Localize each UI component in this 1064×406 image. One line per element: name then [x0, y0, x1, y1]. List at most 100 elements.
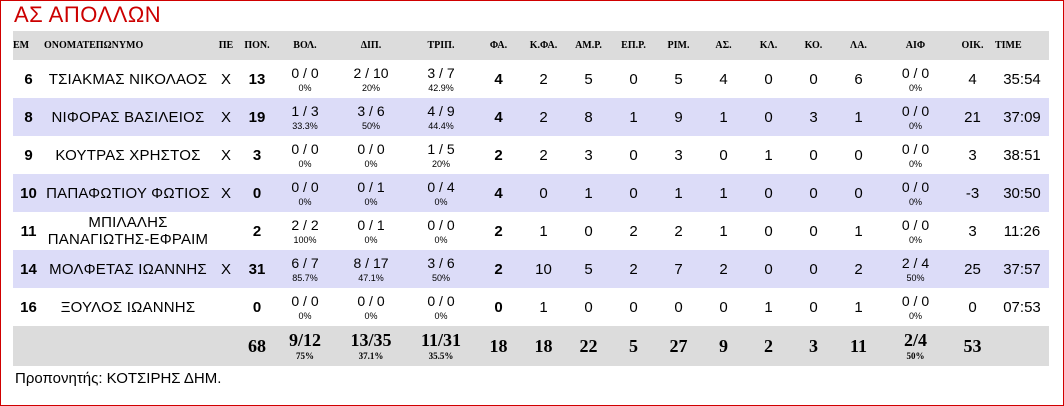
three-pointers-made-attempted: 0 / 0: [427, 292, 455, 309]
assists: 1: [701, 212, 746, 250]
player-row[interactable]: 16 ΞΟΥΛΟΣ ΙΩΑΝΝΗΣ 0 0 / 0 0% 0 / 0 0% 0 / 0 0% 0 1…: [13, 288, 1049, 326]
fouls-drawn: 1: [521, 212, 566, 250]
aif: 0 / 0 0%: [881, 60, 950, 98]
aif-made-attempted: 2 / 4: [901, 254, 930, 271]
two-pointers-percentage: 0%: [364, 196, 378, 207]
column-header[interactable]: ΑΙΦ: [881, 31, 950, 60]
player-number: 6: [13, 60, 44, 98]
column-header[interactable]: ΤΡΙΠ.: [406, 31, 476, 60]
rebounds: 1: [656, 174, 701, 212]
rebounds: 0: [656, 288, 701, 326]
free-throws: 0 / 0 0%: [274, 288, 336, 326]
efficiency: 0: [950, 288, 995, 326]
column-header[interactable]: ΕΠ.Ρ.: [611, 31, 656, 60]
column-header[interactable]: ΠΕ: [212, 31, 240, 60]
player-number: 16: [13, 288, 44, 326]
defensive-rebounds: 0: [566, 288, 611, 326]
aif-percentage: 50%: [906, 272, 925, 283]
column-header[interactable]: ΟΝΟΜΑΤΕΠΩΝΥΜΟ: [44, 31, 212, 60]
aif: 0 / 0 0%: [881, 288, 950, 326]
efficiency: 25: [950, 250, 995, 288]
player-row[interactable]: 9 ΚΟΥΤΡΑΣ ΧΡΗΣΤΟΣ X 3 0 / 0 0% 0 / 0 0% 1 / 5 20%…: [13, 136, 1049, 174]
blocks: 0: [791, 250, 836, 288]
three-pointers: 3 / 6 50%: [406, 250, 476, 288]
two-pointers-made-attempted: 3 / 6: [357, 102, 385, 119]
turnovers: 2: [836, 250, 881, 288]
column-header[interactable]: ΡΙΜ.: [656, 31, 701, 60]
turnovers: 1: [836, 98, 881, 136]
player-row[interactable]: 8 ΝΙΦΟΡΑΣ ΒΑΣΙΛΕΙΟΣ X 19 1 / 3 33.3% 3 / 6 50% 4…: [13, 98, 1049, 136]
total-two-pointers-percentage: 37.1%: [358, 350, 384, 361]
column-header[interactable]: ΛΑ.: [836, 31, 881, 60]
total-three-pointers: 11/31 35.5%: [406, 326, 476, 366]
player-number: 14: [13, 250, 44, 288]
three-pointers: 0 / 4 0%: [406, 174, 476, 212]
player-number: 9: [13, 136, 44, 174]
free-throws: 0 / 0 0%: [274, 136, 336, 174]
two-pointers-made-attempted: 0 / 1: [357, 216, 385, 233]
column-header[interactable]: ΕΜ: [13, 31, 44, 60]
total-three-pointers-made-attempted: 11/31: [420, 329, 461, 350]
player-name: ΚΟΥΤΡΑΣ ΧΡΗΣΤΟΣ: [44, 136, 212, 174]
free-throws: 0 / 0 0%: [274, 60, 336, 98]
efficiency: 21: [950, 98, 995, 136]
offensive-rebounds: 0: [611, 136, 656, 174]
player-row[interactable]: 14 ΜΟΛΦΕΤΑΣ ΙΩΑΝΝΗΣ X 31 6 / 7 85.7% 8 / 17 47.…: [13, 250, 1049, 288]
column-header[interactable]: ΚΛ.: [746, 31, 791, 60]
assists: 4: [701, 60, 746, 98]
three-pointers-percentage: 0%: [434, 196, 448, 207]
free-throws-made-attempted: 0 / 0: [291, 64, 319, 81]
column-header[interactable]: ΟΙΚ.: [950, 31, 995, 60]
total-two-pointers-made-attempted: 13/35: [350, 329, 392, 350]
column-header[interactable]: ΚΟ.: [791, 31, 836, 60]
free-throws-made-attempted: 0 / 0: [291, 292, 319, 309]
column-header[interactable]: Κ.ΦΑ.: [521, 31, 566, 60]
rebounds: 2: [656, 212, 701, 250]
aif: 0 / 0 0%: [881, 212, 950, 250]
column-header[interactable]: ΑΣ.: [701, 31, 746, 60]
two-pointers-percentage: 0%: [364, 234, 378, 245]
column-header[interactable]: ΒΟΛ.: [274, 31, 336, 60]
two-pointers: 3 / 6 50%: [336, 98, 406, 136]
player-row[interactable]: 6 ΤΣΙΑΚΜΑΣ ΝΙΚΟΛΑΟΣ X 13 0 / 0 0% 2 / 10 20% 3 /…: [13, 60, 1049, 98]
three-pointers-made-attempted: 3 / 6: [427, 254, 455, 271]
aif-made-attempted: 0 / 0: [901, 140, 930, 157]
total-turnovers: 11: [836, 326, 881, 366]
defensive-rebounds: 3: [566, 136, 611, 174]
totals-spacer: [44, 326, 212, 366]
fouls: 2: [476, 136, 521, 174]
player-row[interactable]: 11 ΜΠΙΛΑΛΗΣ ΠΑΝΑΓΙΩΤΗΣ-ΕΦΡΑΙΜ 2 2 / 2 100% 0 …: [13, 212, 1049, 250]
three-pointers-made-attempted: 3 / 7: [427, 64, 455, 81]
two-pointers-made-attempted: 0 / 0: [357, 140, 385, 157]
aif-percentage: 0%: [908, 234, 922, 245]
aif: 0 / 0 0%: [881, 174, 950, 212]
totals-spacer: [212, 326, 240, 366]
free-throws-percentage: 0%: [298, 310, 312, 321]
column-header[interactable]: TIME: [995, 31, 1049, 60]
column-header[interactable]: ΠΟΝ.: [240, 31, 274, 60]
column-header[interactable]: ΑΜ.Ρ.: [566, 31, 611, 60]
aif-made-attempted: 0 / 0: [901, 216, 930, 233]
two-pointers: 0 / 0 0%: [336, 288, 406, 326]
two-pointers-made-attempted: 0 / 1: [357, 178, 385, 195]
offensive-rebounds: 2: [611, 250, 656, 288]
blocks: 3: [791, 98, 836, 136]
column-header[interactable]: ΦΑ.: [476, 31, 521, 60]
column-header[interactable]: ΔΙΠ.: [336, 31, 406, 60]
aif-percentage: 0%: [908, 310, 922, 321]
player-row[interactable]: 10 ΠΑΠΑΦΩΤΙΟΥ ΦΩΤΙΟΣ X 0 0 / 0 0% 0 / 1 0% 0 / 4…: [13, 174, 1049, 212]
offensive-rebounds: 1: [611, 98, 656, 136]
aif-made-attempted: 0 / 0: [901, 102, 930, 119]
efficiency: -3: [950, 174, 995, 212]
player-name: ΤΣΙΑΚΜΑΣ ΝΙΚΟΛΑΟΣ: [44, 60, 212, 98]
assists: 1: [701, 174, 746, 212]
free-throws-made-attempted: 0 / 0: [291, 178, 319, 195]
minutes: 07:53: [995, 288, 1049, 326]
fouls: 4: [476, 60, 521, 98]
minutes: 38:51: [995, 136, 1049, 174]
rebounds: 7: [656, 250, 701, 288]
offensive-rebounds: 2: [611, 212, 656, 250]
player-number: 11: [13, 212, 44, 250]
efficiency: 4: [950, 60, 995, 98]
minutes: 37:09: [995, 98, 1049, 136]
